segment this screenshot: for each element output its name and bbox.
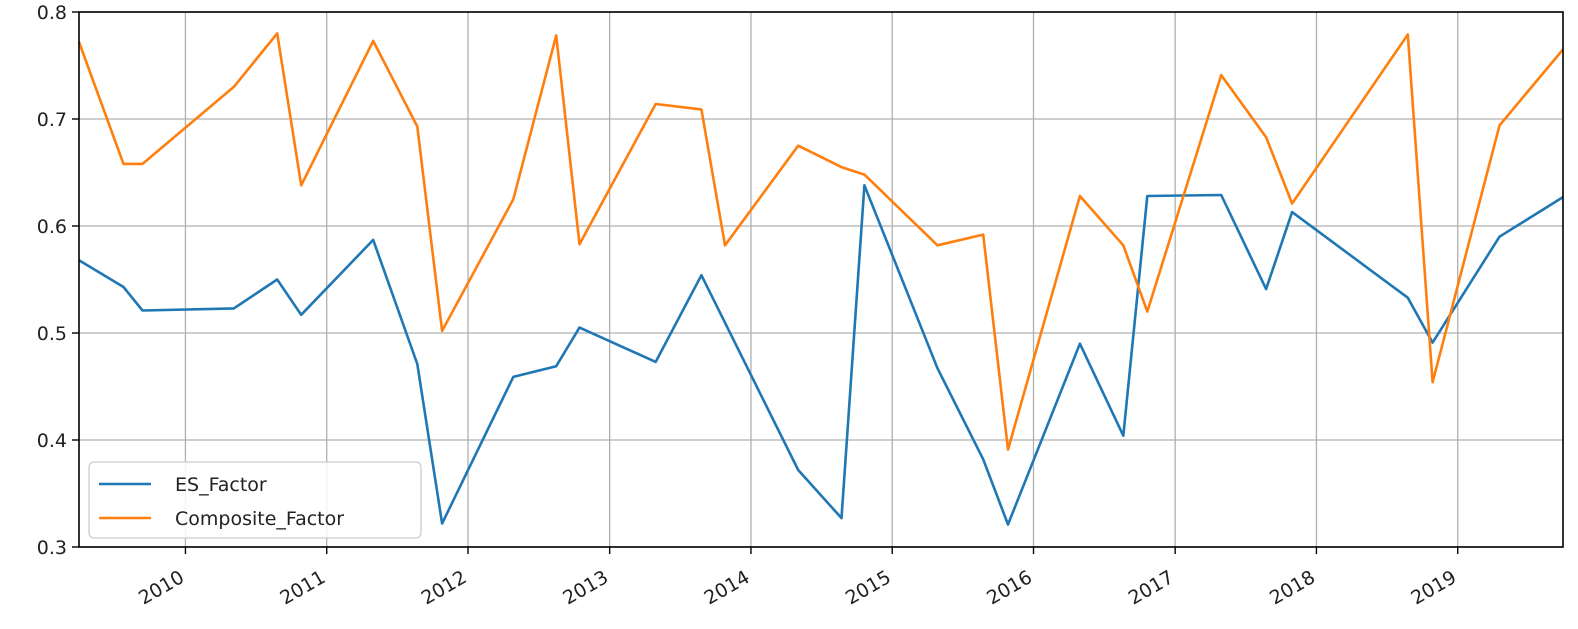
x-tick-label: 2014: [701, 566, 754, 609]
legend-label-1: ES_Factor: [175, 474, 267, 496]
x-tick-label: 2013: [559, 566, 612, 609]
y-axis: 0.3 0.4 0.5 0.6 0.7 0.8: [37, 2, 79, 559]
y-tick-label: 0.8: [37, 2, 67, 24]
series-lines: [77, 32, 1564, 526]
y-tick-label: 0.6: [37, 216, 67, 238]
x-tick-label: 2017: [1125, 566, 1178, 609]
x-tick-label: 2018: [1266, 566, 1319, 609]
series-line-1: [78, 184, 1564, 526]
series-line-2: [77, 32, 1564, 451]
x-tick-label: 2016: [983, 566, 1036, 609]
legend-box: [88, 461, 422, 539]
x-tick-label: 2012: [418, 566, 471, 609]
x-tick-label: 2019: [1407, 566, 1460, 609]
plot-area-frame: [78, 11, 1564, 548]
x-tick-label: 2011: [276, 566, 329, 609]
legend: ES_Factor Composite_Factor: [88, 461, 422, 539]
x-axis: 2010 2011 2012 2013 2014 2015 2016 2017 2018 2019: [135, 547, 1460, 610]
x-tick-label: 2015: [842, 566, 895, 609]
y-tick-label: 0.5: [37, 323, 67, 345]
y-tick-label: 0.3: [37, 537, 67, 559]
y-tick-label: 0.7: [37, 109, 67, 131]
x-tick-label: 2010: [135, 566, 188, 609]
y-tick-label: 0.4: [37, 430, 67, 452]
legend-label-2: Composite_Factor: [175, 508, 344, 530]
